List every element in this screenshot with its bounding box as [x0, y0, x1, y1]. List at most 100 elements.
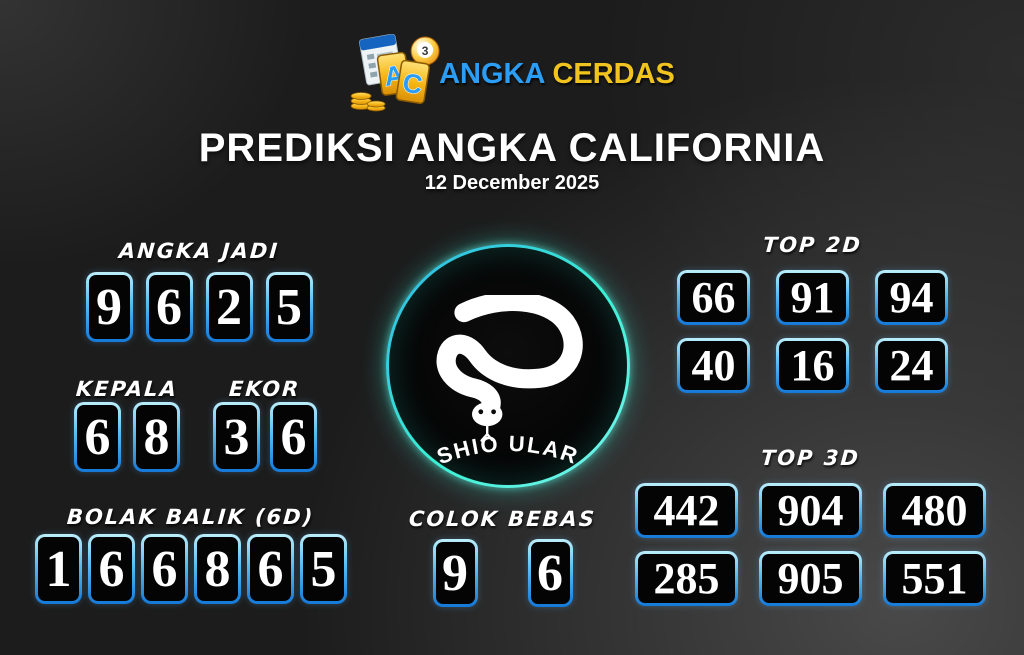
top-3d-row: 285 905 551	[635, 551, 986, 606]
draw-date: 12 December 2025	[424, 172, 600, 194]
digit: 6	[273, 405, 314, 469]
top-3d-label: TOP 3D	[760, 446, 861, 470]
digit: 9	[88, 275, 130, 339]
number: 904	[762, 486, 859, 535]
number-tile: 24	[875, 338, 948, 393]
number: 66	[680, 273, 747, 322]
number-tile: 6	[141, 534, 188, 604]
svg-text:3: 3	[422, 44, 429, 58]
logo-wordmark: ANGKA CERDAS	[439, 58, 675, 91]
digit: 5	[303, 537, 344, 601]
bolak-balik-label: BOLAK BALIK (6D)	[66, 505, 316, 529]
shio-circle-inner: SHIO ULAR	[389, 247, 627, 485]
digit: 3	[216, 405, 257, 469]
digit: 6	[77, 405, 118, 469]
number-tile: 3	[213, 402, 260, 472]
number-tile: 8	[133, 402, 180, 472]
number: 91	[779, 273, 846, 322]
angka-jadi-tiles: 9 6 2 5	[85, 272, 313, 342]
section-top-3d: TOP 3D 442 904 480 285 905 551	[635, 446, 986, 606]
kepala-label: KEPALA	[75, 377, 179, 401]
number-tile: 91	[776, 270, 849, 325]
number: 285	[638, 554, 735, 603]
page-title: PREDIKSI ANGKA CALIFORNIA	[198, 126, 826, 170]
coins-icon	[350, 92, 386, 112]
number: 16	[779, 341, 846, 390]
number-tile: 2	[205, 272, 253, 342]
number-tile: 1	[35, 534, 82, 604]
number-tile: 9	[432, 539, 478, 607]
digit: 9	[435, 542, 475, 604]
number-tile: 66	[677, 270, 750, 325]
number-tile: 551	[883, 551, 986, 606]
number-tile: 6	[74, 402, 121, 472]
number: 551	[886, 554, 983, 603]
number-tile: 6	[247, 534, 294, 604]
top-3d-row: 442 904 480	[635, 483, 986, 538]
section-ekor: EKOR 3 6	[192, 377, 338, 472]
top-3d-grid: 442 904 480 285 905 551	[635, 483, 986, 606]
digit: 6	[250, 537, 291, 601]
ekor-tiles: 3 6	[213, 402, 317, 472]
number: 40	[680, 341, 747, 390]
number-tile: 442	[635, 483, 738, 538]
digit: 8	[136, 405, 177, 469]
shio-circle: SHIO ULAR	[386, 244, 630, 488]
shio-label: SHIO ULAR	[434, 431, 581, 469]
bolak-balik-tiles: 1 6 6 8 6 5	[35, 534, 347, 604]
card-c-icon: C	[395, 59, 430, 105]
colok-bebas-tiles: 9 6	[432, 539, 573, 607]
ekor-label: EKOR	[228, 377, 302, 401]
snake-icon	[436, 295, 583, 442]
digit: 6	[144, 537, 185, 601]
top-2d-grid: 66 91 94 40 16 24	[677, 270, 948, 393]
section-kepala: KEPALA 6 8	[53, 377, 201, 472]
number-tile: 6	[527, 539, 573, 607]
svg-text:C: C	[401, 68, 425, 101]
number-tile: 6	[88, 534, 135, 604]
digit: 1	[38, 537, 79, 601]
digit: 6	[148, 275, 190, 339]
number-tile: 480	[883, 483, 986, 538]
angka-cerdas-logo-icon: 3 A C	[350, 34, 440, 112]
number-tile: 40	[677, 338, 750, 393]
top-2d-row: 66 91 94	[677, 270, 948, 325]
number: 480	[886, 486, 983, 535]
number: 94	[878, 273, 945, 322]
number-tile: 16	[776, 338, 849, 393]
section-angka-jadi: ANGKA JADI 9 6 2 5	[75, 239, 323, 342]
section-top-2d: TOP 2D 66 91 94 40 16 24	[677, 233, 948, 393]
number-tile: 94	[875, 270, 948, 325]
top-2d-row: 40 16 24	[677, 338, 948, 393]
digit: 6	[91, 537, 132, 601]
number-tile: 5	[300, 534, 347, 604]
top-2d-label: TOP 2D	[762, 233, 863, 257]
number-tile: 9	[85, 272, 133, 342]
colok-bebas-label: COLOK BEBAS	[408, 507, 597, 531]
brand-word-cerdas: CERDAS	[552, 57, 675, 90]
number-tile: 5	[265, 272, 313, 342]
number: 24	[878, 341, 945, 390]
number: 442	[638, 486, 735, 535]
digit: 6	[530, 542, 570, 604]
shio-label-arc: SHIO ULAR	[434, 431, 583, 469]
lottery-ball-icon: 3	[410, 36, 440, 66]
brand-word-angka: ANGKA	[439, 57, 546, 90]
number-tile: 6	[270, 402, 317, 472]
logo: 3 A C ANGKA CERDAS	[349, 34, 675, 114]
number-tile: 285	[635, 551, 738, 606]
digit: 5	[268, 275, 310, 339]
number-tile: 6	[145, 272, 193, 342]
number-tile: 8	[194, 534, 241, 604]
number-tile: 904	[759, 483, 862, 538]
section-bolak-balik: BOLAK BALIK (6D) 1 6 6 8 6 5	[35, 505, 347, 604]
svg-text:SHIO ULAR: SHIO ULAR	[434, 431, 583, 469]
number: 905	[762, 554, 859, 603]
number-tile: 905	[759, 551, 862, 606]
kepala-tiles: 6 8	[74, 402, 180, 472]
digit: 8	[197, 537, 238, 601]
section-colok-bebas: COLOK BEBAS 9 6	[408, 507, 597, 607]
angka-jadi-label: ANGKA JADI	[118, 239, 280, 263]
digit: 2	[208, 275, 250, 339]
